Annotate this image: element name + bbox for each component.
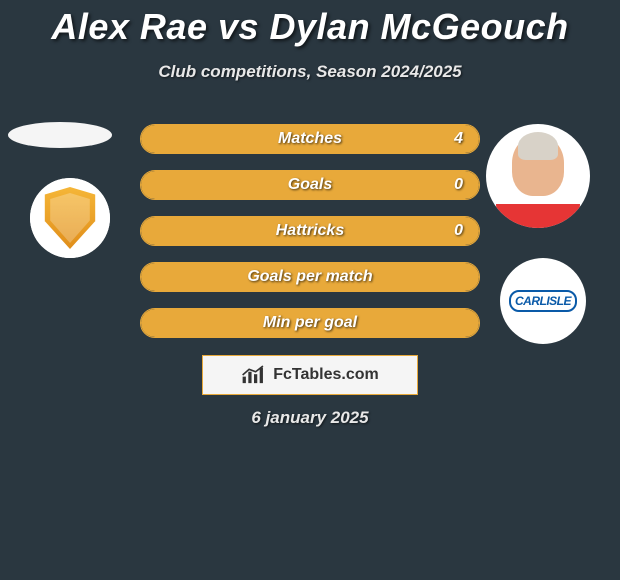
date-label: 6 january 2025 — [0, 408, 620, 428]
stat-label: Hattricks — [276, 222, 344, 240]
stat-label: Min per goal — [263, 314, 357, 332]
subtitle: Club competitions, Season 2024/2025 — [0, 62, 620, 82]
stat-row-goals: Goals 0 — [140, 170, 480, 200]
stat-row-min-per-goal: Min per goal — [140, 308, 480, 338]
player-head-icon — [512, 136, 564, 196]
page-title: Alex Rae vs Dylan McGeouch — [0, 0, 620, 48]
stat-row-hattricks: Hattricks 0 — [140, 216, 480, 246]
right-club-badge: CARLISLE — [500, 258, 586, 344]
player-jersey-icon — [496, 204, 580, 228]
stat-label: Goals — [288, 176, 332, 194]
stat-value: 0 — [454, 222, 463, 240]
left-club-badge — [30, 178, 110, 258]
stat-row-matches: Matches 4 — [140, 124, 480, 154]
stat-value: 4 — [454, 130, 463, 148]
stat-label: Goals per match — [247, 268, 372, 286]
left-player-avatar — [8, 122, 112, 148]
fctables-badge[interactable]: FcTables.com — [202, 355, 418, 395]
stats-panel: Matches 4 Goals 0 Hattricks 0 Goals per … — [140, 124, 480, 354]
fctables-label: FcTables.com — [273, 366, 379, 384]
stat-value: 0 — [454, 176, 463, 194]
stat-row-goals-per-match: Goals per match — [140, 262, 480, 292]
right-player-avatar — [486, 124, 590, 228]
stat-label: Matches — [278, 130, 342, 148]
shield-icon — [42, 187, 98, 249]
carlisle-label: CARLISLE — [509, 290, 577, 312]
bar-chart-icon — [241, 365, 267, 385]
